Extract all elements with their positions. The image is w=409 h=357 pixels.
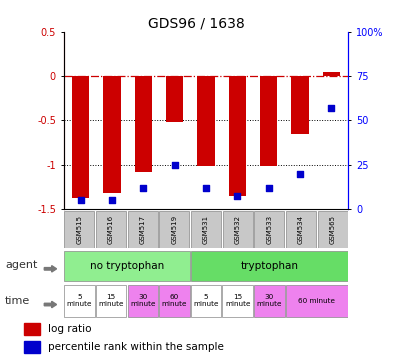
FancyBboxPatch shape	[190, 285, 221, 317]
Text: GSM534: GSM534	[297, 215, 303, 244]
Bar	[135, 76, 152, 172]
Point	[202, 185, 209, 191]
Text: 5
minute: 5 minute	[67, 294, 92, 307]
Point	[108, 197, 115, 203]
Point	[327, 105, 334, 111]
FancyBboxPatch shape	[190, 251, 347, 281]
Text: percentile rank within the sample: percentile rank within the sample	[48, 342, 224, 352]
FancyBboxPatch shape	[285, 285, 347, 317]
FancyBboxPatch shape	[64, 211, 94, 248]
FancyBboxPatch shape	[128, 211, 157, 248]
FancyBboxPatch shape	[222, 211, 252, 248]
Bar	[166, 76, 183, 122]
Text: log ratio: log ratio	[48, 324, 92, 334]
Text: tryptophan: tryptophan	[240, 261, 298, 271]
Bar	[228, 76, 245, 196]
FancyBboxPatch shape	[159, 211, 189, 248]
Point	[296, 171, 303, 176]
Bar	[24, 323, 40, 335]
Text: time: time	[5, 296, 30, 306]
Text: GSM519: GSM519	[171, 215, 177, 244]
Text: agent: agent	[5, 260, 37, 270]
FancyBboxPatch shape	[96, 285, 126, 317]
Point	[171, 162, 178, 167]
FancyBboxPatch shape	[254, 285, 284, 317]
Text: GSM532: GSM532	[234, 215, 240, 244]
Text: 15
minute: 15 minute	[225, 294, 250, 307]
FancyBboxPatch shape	[317, 211, 347, 248]
Text: no tryptophan: no tryptophan	[90, 261, 164, 271]
FancyBboxPatch shape	[64, 285, 94, 317]
Text: 60 minute: 60 minute	[298, 298, 335, 304]
Bar	[291, 76, 308, 134]
FancyBboxPatch shape	[285, 211, 315, 248]
FancyBboxPatch shape	[159, 285, 189, 317]
Bar	[103, 76, 120, 193]
Text: GDS96 / 1638: GDS96 / 1638	[148, 16, 245, 30]
FancyBboxPatch shape	[222, 285, 252, 317]
Text: GSM515: GSM515	[76, 215, 82, 244]
FancyBboxPatch shape	[254, 211, 283, 248]
Text: GSM531: GSM531	[202, 215, 209, 244]
Text: 30
minute: 30 minute	[130, 294, 155, 307]
FancyBboxPatch shape	[96, 211, 126, 248]
Text: 30
minute: 30 minute	[256, 294, 281, 307]
Text: 15
minute: 15 minute	[98, 294, 124, 307]
Point	[234, 193, 240, 199]
Point	[140, 185, 146, 191]
Bar	[322, 72, 339, 76]
Point	[77, 197, 84, 203]
Text: GSM517: GSM517	[139, 215, 145, 244]
Text: 60
minute: 60 minute	[161, 294, 187, 307]
Bar	[72, 76, 89, 198]
Text: GSM533: GSM533	[266, 215, 272, 244]
FancyBboxPatch shape	[191, 211, 220, 248]
Bar	[259, 76, 276, 166]
Text: GSM516: GSM516	[108, 215, 114, 244]
Text: 5
minute: 5 minute	[193, 294, 218, 307]
Bar	[197, 76, 214, 166]
FancyBboxPatch shape	[127, 285, 157, 317]
Text: GSM565: GSM565	[329, 215, 335, 244]
Point	[265, 185, 271, 191]
Bar	[24, 341, 40, 353]
FancyBboxPatch shape	[64, 251, 189, 281]
